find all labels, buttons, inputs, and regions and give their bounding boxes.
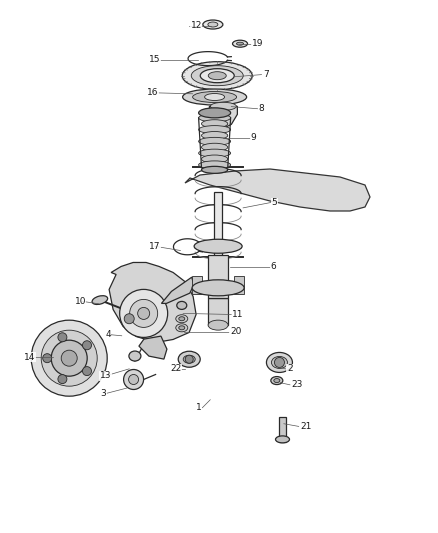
Text: 6: 6: [271, 262, 276, 271]
Ellipse shape: [198, 138, 231, 146]
Ellipse shape: [210, 102, 237, 110]
Ellipse shape: [276, 436, 290, 443]
Ellipse shape: [176, 314, 188, 323]
Ellipse shape: [198, 149, 231, 157]
Ellipse shape: [203, 20, 223, 29]
Text: 11: 11: [232, 310, 244, 319]
Bar: [192, 276, 202, 294]
Circle shape: [130, 300, 158, 327]
Text: 15: 15: [149, 55, 160, 64]
Ellipse shape: [198, 126, 231, 134]
Text: 16: 16: [147, 88, 158, 97]
Circle shape: [42, 354, 52, 362]
Ellipse shape: [208, 22, 218, 27]
Text: 3: 3: [101, 389, 106, 398]
Circle shape: [120, 289, 168, 337]
Ellipse shape: [201, 155, 228, 163]
Ellipse shape: [266, 352, 293, 373]
Ellipse shape: [129, 351, 141, 361]
Polygon shape: [185, 169, 370, 211]
Circle shape: [82, 367, 92, 376]
Bar: [234, 276, 244, 294]
Ellipse shape: [198, 108, 231, 118]
Ellipse shape: [182, 62, 252, 90]
Text: 5: 5: [272, 198, 277, 207]
Ellipse shape: [183, 89, 247, 105]
Ellipse shape: [177, 301, 187, 310]
Circle shape: [58, 375, 67, 384]
Circle shape: [138, 308, 150, 319]
Text: 20: 20: [230, 327, 241, 336]
Ellipse shape: [198, 161, 231, 169]
Ellipse shape: [201, 132, 228, 140]
Ellipse shape: [198, 114, 231, 122]
Text: 23: 23: [291, 381, 303, 389]
Ellipse shape: [205, 93, 225, 101]
Ellipse shape: [201, 143, 228, 151]
Ellipse shape: [271, 376, 283, 385]
Circle shape: [61, 350, 77, 366]
Ellipse shape: [201, 120, 228, 128]
Text: 17: 17: [149, 242, 160, 251]
Text: 8: 8: [258, 104, 264, 113]
Bar: [208, 255, 228, 298]
Circle shape: [41, 330, 97, 386]
Ellipse shape: [178, 351, 200, 367]
Text: 2: 2: [287, 365, 293, 373]
Ellipse shape: [92, 296, 108, 304]
Polygon shape: [162, 277, 194, 303]
Text: 1: 1: [196, 403, 202, 412]
Bar: [214, 192, 222, 272]
Ellipse shape: [201, 166, 228, 173]
Ellipse shape: [192, 280, 244, 296]
Circle shape: [185, 355, 193, 364]
Ellipse shape: [272, 357, 287, 368]
Text: 21: 21: [300, 422, 311, 431]
Circle shape: [124, 369, 144, 390]
Circle shape: [51, 340, 87, 376]
Ellipse shape: [191, 66, 243, 86]
Polygon shape: [209, 106, 237, 128]
Text: 19: 19: [252, 39, 263, 48]
Ellipse shape: [200, 69, 234, 83]
Ellipse shape: [208, 320, 228, 330]
Text: 10: 10: [74, 297, 86, 305]
Bar: [208, 298, 228, 325]
Polygon shape: [139, 336, 167, 359]
Circle shape: [129, 375, 138, 384]
Text: 22: 22: [170, 365, 181, 373]
Ellipse shape: [194, 239, 242, 253]
Bar: [279, 417, 286, 442]
Text: 12: 12: [191, 21, 202, 30]
Ellipse shape: [176, 324, 188, 332]
Circle shape: [31, 320, 107, 396]
Circle shape: [82, 341, 92, 350]
Ellipse shape: [274, 378, 280, 383]
Text: 4: 4: [105, 330, 111, 339]
Text: 7: 7: [263, 70, 268, 79]
Circle shape: [58, 333, 67, 342]
Circle shape: [275, 358, 284, 367]
Ellipse shape: [193, 92, 237, 102]
Ellipse shape: [179, 326, 185, 330]
Polygon shape: [109, 262, 196, 343]
Ellipse shape: [208, 71, 226, 80]
Text: 13: 13: [100, 372, 111, 380]
Ellipse shape: [237, 42, 244, 45]
Ellipse shape: [179, 317, 185, 321]
Circle shape: [124, 314, 134, 324]
Text: 9: 9: [251, 133, 256, 142]
Text: 14: 14: [24, 353, 35, 361]
Ellipse shape: [233, 40, 247, 47]
Ellipse shape: [183, 355, 195, 364]
